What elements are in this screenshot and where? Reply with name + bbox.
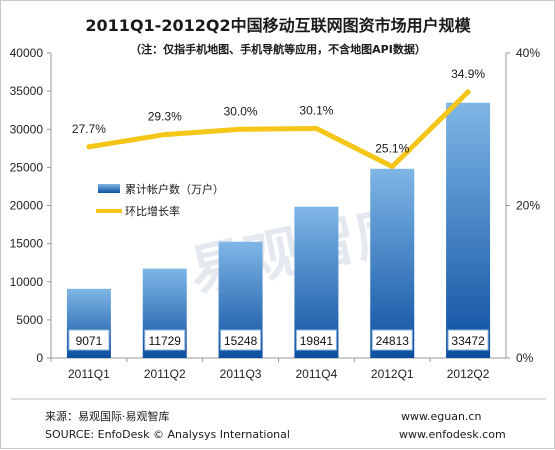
line-point [238,126,244,132]
footer-source-cn: 来源：易观国际·易观智库 [45,409,170,423]
bar-value-box [295,329,337,351]
x-tick-label: 2011Q4 [296,367,338,381]
line-value-label: 30.1% [299,103,333,117]
line-point [313,125,319,131]
line-point [162,132,168,138]
bar-value-box [68,329,110,351]
footer-source-en: SOURCE: EnfoDesk © Analysys Internationa… [45,428,290,441]
line-point [389,164,395,170]
bar-value-label: 24813 [376,334,410,348]
bar [370,168,415,358]
legend-bar-swatch [98,184,120,193]
y-tick-label-left: 35000 [10,84,44,98]
bar [446,102,491,358]
bar-value-box [220,329,262,351]
footer-url-eguan: www.eguan.cn [401,410,481,423]
x-tick-label: 2011Q3 [220,367,262,381]
x-tick-label: 2011Q2 [144,367,186,381]
y-tick-label-left: 40000 [10,46,44,60]
footer-url-enfodesk: www.enfodesk.com [399,428,506,441]
growth-line [86,89,471,170]
chart-subtitle: （注：仅指手机地图、手机导航等应用，不含地图API数据） [130,42,426,56]
x-tick-label: 2011Q1 [68,367,110,381]
legend-line-label: 环比增长率 [125,204,180,218]
bar-value-box [144,329,186,351]
y-tick-label-right: 40% [516,46,540,60]
chart-title: 2011Q1-2012Q2中国移动互联网图资市场用户规模 [85,16,471,35]
legend: 累计帐户数（万户） 环比增长率 [96,182,224,218]
x-tick-label: 2012Q2 [447,367,490,381]
x-tick-label: 2012Q1 [371,367,414,381]
bar-value-label: 19841 [300,334,334,348]
y-tick-label-left: 5000 [16,313,43,327]
bar-value-label: 33472 [451,334,485,348]
y-tick-label-left: 25000 [10,160,44,174]
bar-value-label: 9071 [76,334,103,348]
bar-value-label: 11729 [149,334,182,348]
line-value-label: 25.1% [375,142,409,156]
y-tick-label-left: 15000 [10,237,44,251]
y-tick-label-left: 10000 [10,275,44,289]
line-value-label: 34.9% [451,67,485,81]
line-value-label: 29.3% [148,110,182,124]
y-tick-label-left: 20000 [10,199,44,213]
y-tick-label-right: 20% [516,199,540,213]
line-value-label: 27.7% [72,122,106,136]
bar-value-box [447,329,489,351]
line-series: 27.7% 29.3% 30.0% 30.1% 25.1% 34.9% [72,67,485,170]
axes [47,52,510,362]
line-point [86,144,92,150]
line-point [465,89,471,95]
bar-value-box [371,329,413,351]
y-tick-label-left: 30000 [10,122,44,136]
y-tick-label-right: 0% [516,351,534,365]
bar-value-label: 15248 [224,334,258,348]
bar-series: 9071 11729 15248 19841 24813 33472 [66,102,491,358]
legend-bar-label: 累计帐户数（万户） [125,182,224,196]
y-tick-label-left: 0 [36,351,43,365]
line-value-label: 30.0% [224,104,258,118]
tick-labels: 0 5000 10000 15000 20000 25000 30000 35000 40000… [10,46,541,381]
